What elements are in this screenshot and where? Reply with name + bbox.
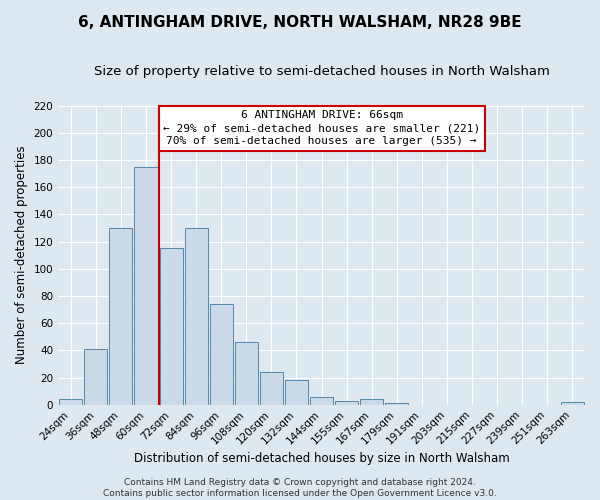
Title: Size of property relative to semi-detached houses in North Walsham: Size of property relative to semi-detach… [94,65,550,78]
Bar [109,228,133,404]
Text: 6 ANTINGHAM DRIVE: 66sqm
← 29% of semi-detached houses are smaller (221)
70% of : 6 ANTINGHAM DRIVE: 66sqm ← 29% of semi-d… [163,110,480,146]
Bar [59,400,82,404]
Bar [209,304,233,404]
Bar [310,396,333,404]
X-axis label: Distribution of semi-detached houses by size in North Walsham: Distribution of semi-detached houses by … [134,452,509,465]
Bar [561,402,584,404]
Bar [285,380,308,404]
Bar [160,248,182,404]
Bar [84,349,107,405]
Bar [235,342,258,404]
Bar [360,400,383,404]
Text: Contains HM Land Registry data © Crown copyright and database right 2024.
Contai: Contains HM Land Registry data © Crown c… [103,478,497,498]
Bar [260,372,283,404]
Text: 6, ANTINGHAM DRIVE, NORTH WALSHAM, NR28 9BE: 6, ANTINGHAM DRIVE, NORTH WALSHAM, NR28 … [78,15,522,30]
Y-axis label: Number of semi-detached properties: Number of semi-detached properties [15,146,28,364]
Bar [185,228,208,404]
Bar [335,400,358,404]
Bar [134,166,158,404]
